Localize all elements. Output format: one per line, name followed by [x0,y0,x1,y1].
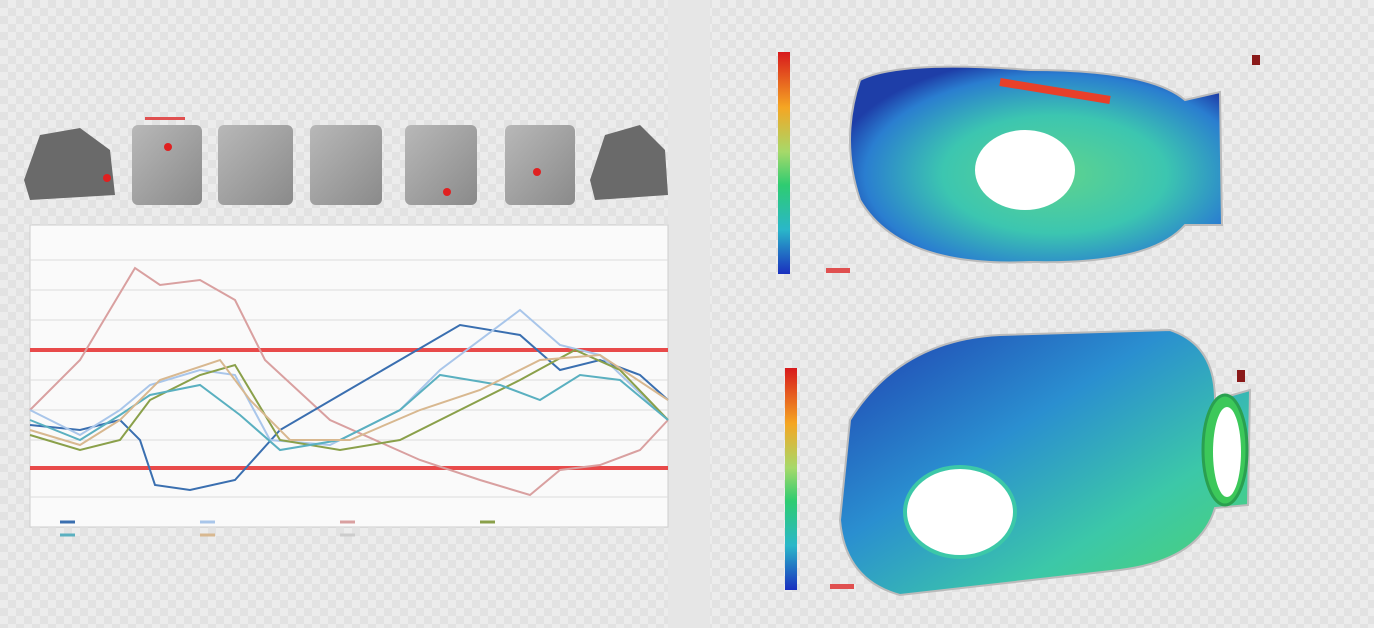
legend [60,520,495,537]
simulation-top [778,52,1260,274]
color-bar [785,368,797,590]
grid [30,259,668,498]
color-bar [778,52,790,274]
plot-area [29,224,669,528]
chart [29,224,669,537]
curves [29,266,669,497]
simulation-bottom [785,328,1252,597]
